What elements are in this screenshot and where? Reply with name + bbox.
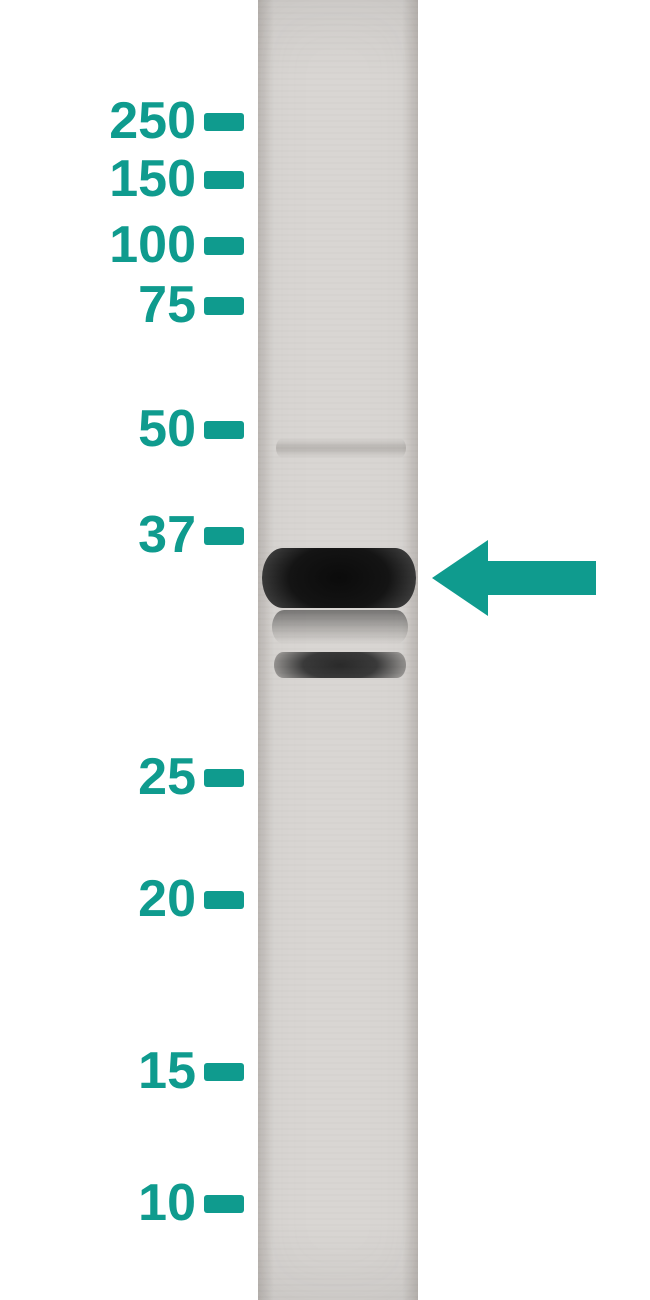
target-arrow (0, 0, 650, 1300)
arrow-shaft (488, 561, 596, 595)
western-blot-figure: 25015010075503725201510 (0, 0, 650, 1300)
arrow-head-icon (432, 540, 488, 616)
